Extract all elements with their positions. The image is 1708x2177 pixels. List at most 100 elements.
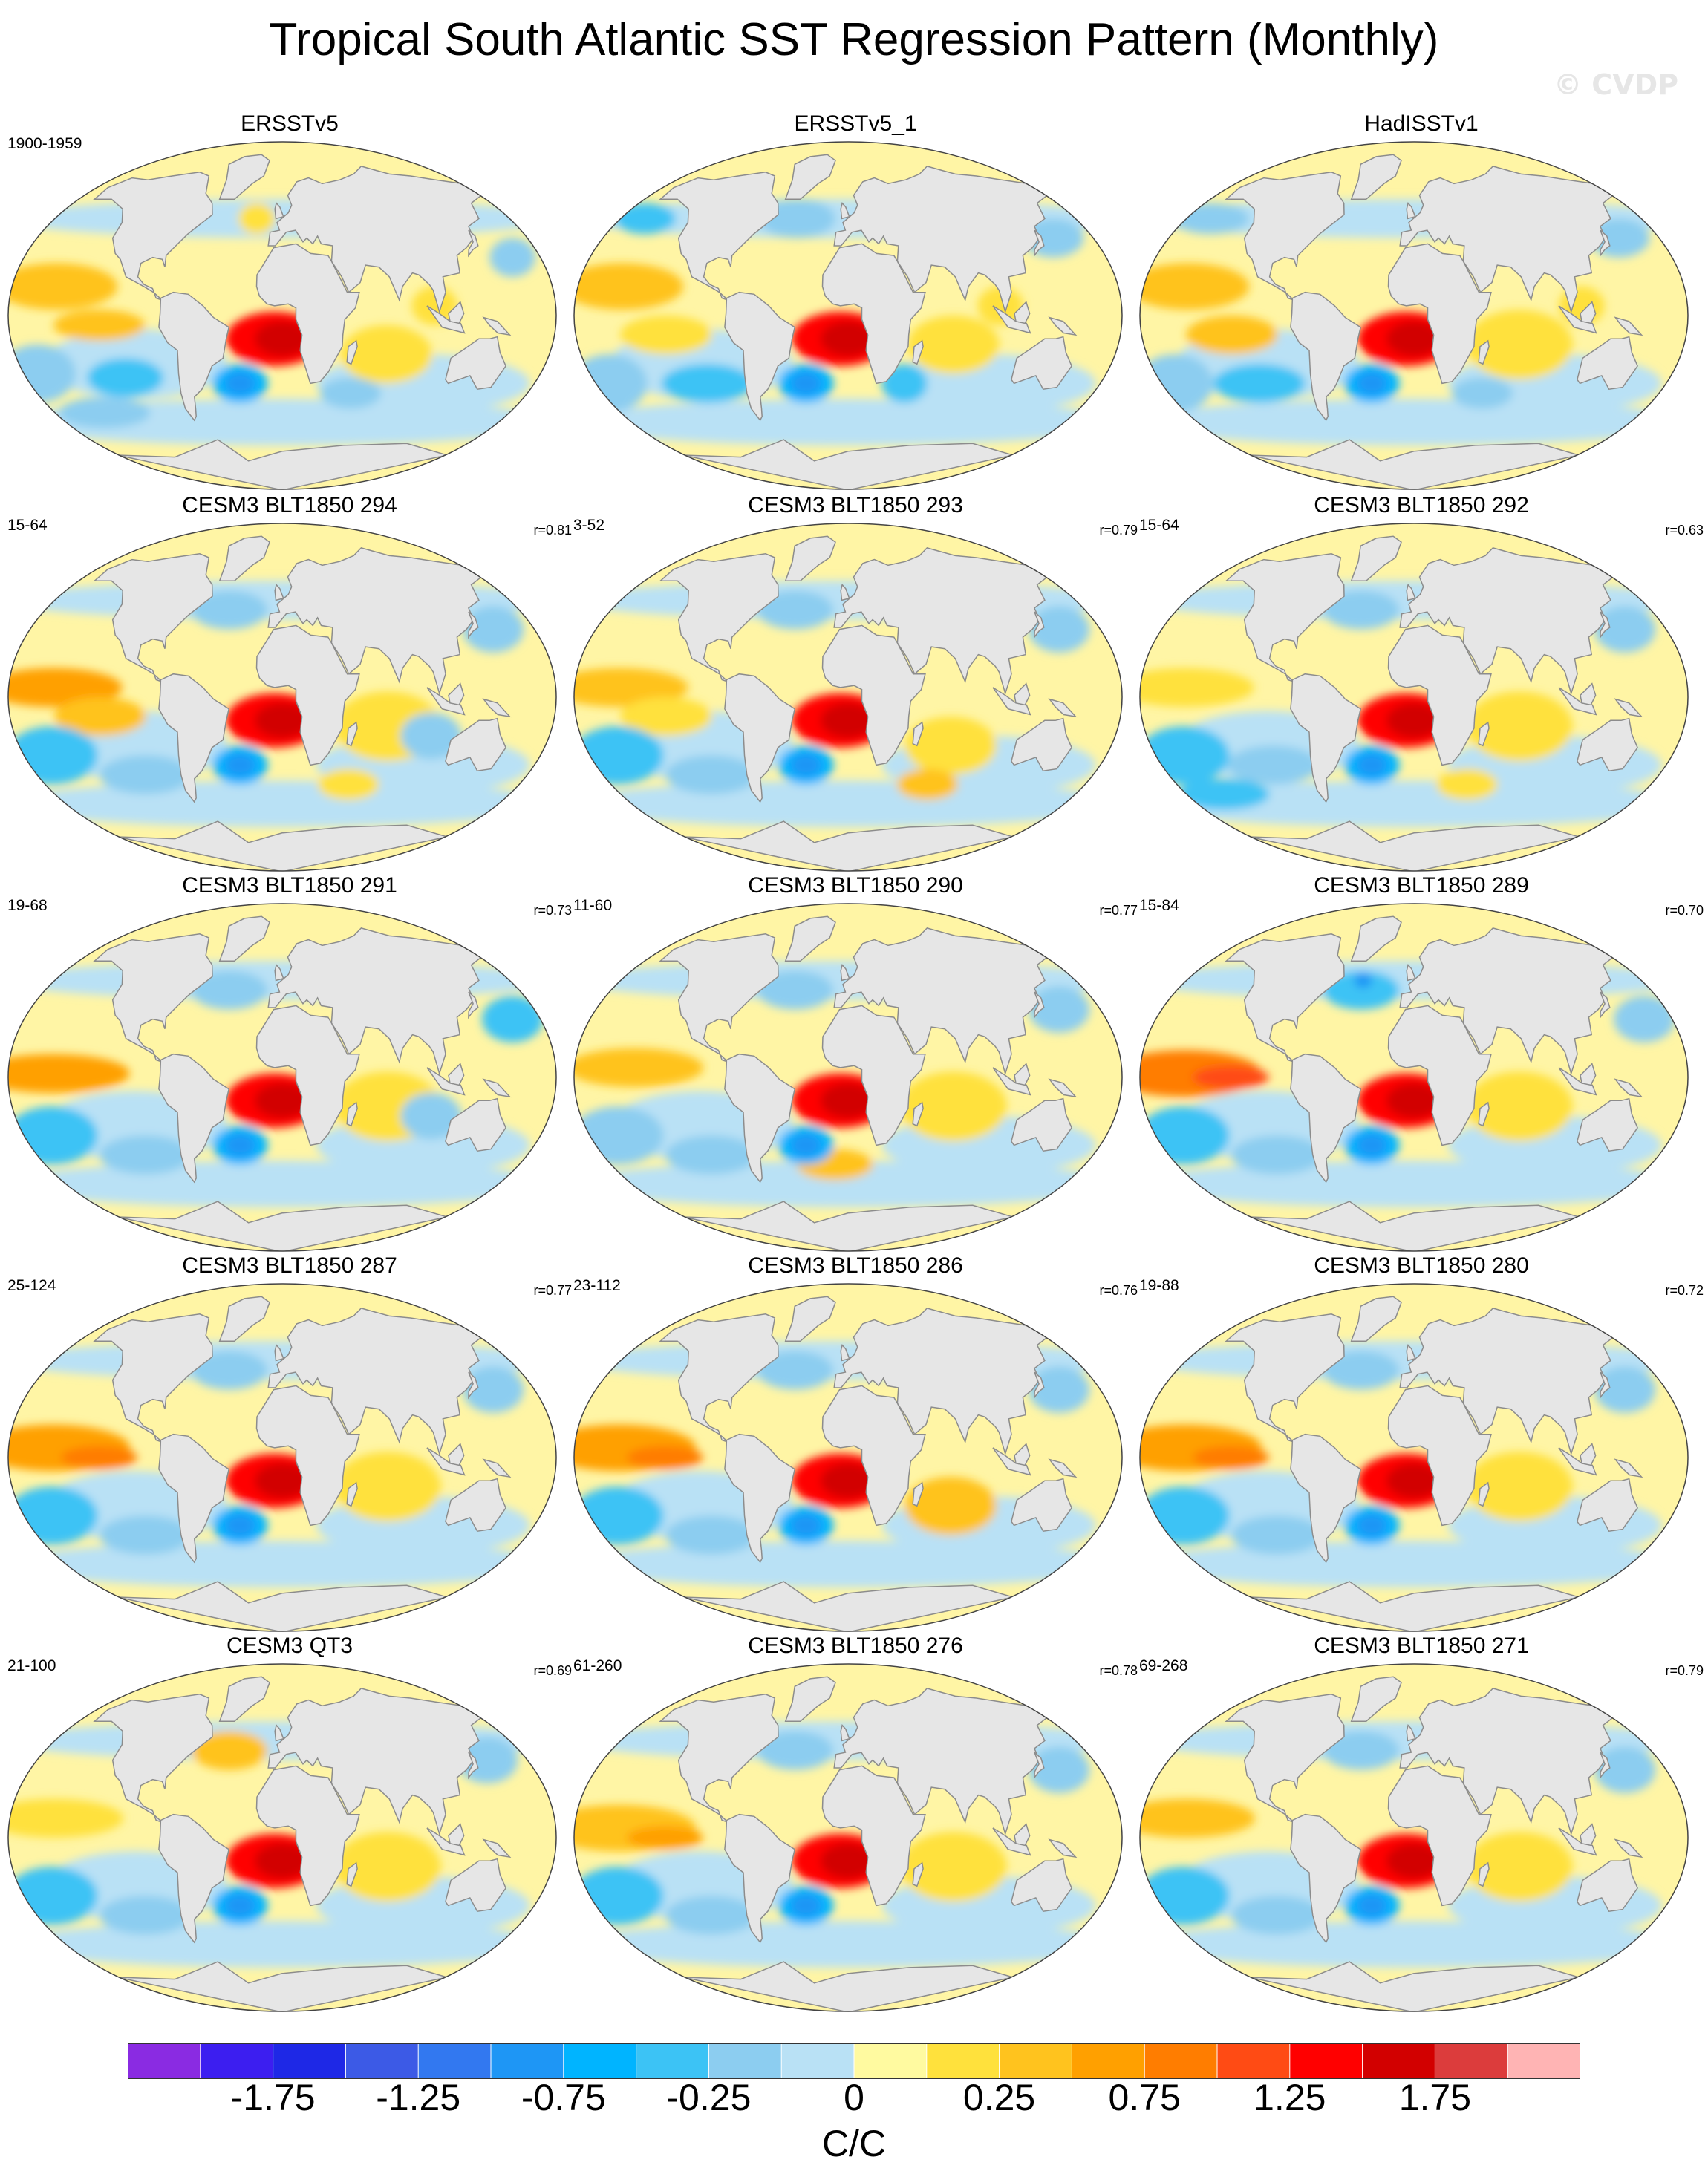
- land-australia: [1577, 1858, 1638, 1913]
- land-southAmerica: [1290, 1813, 1362, 1944]
- map-panel: CESM3 BLT1850 280 19-88 r=0.72: [1139, 1253, 1704, 1632]
- anomaly-blob: [238, 203, 276, 235]
- anomaly-blob: [1452, 377, 1513, 409]
- panel-years: 23-112: [573, 1277, 621, 1294]
- land-madagascar: [1478, 339, 1490, 365]
- anomaly-blob: [1231, 1135, 1323, 1175]
- anomaly-blob: [1323, 1731, 1400, 1770]
- map-svg: [1139, 1663, 1689, 2012]
- map-svg: [573, 1283, 1123, 1632]
- anomaly-blob: [100, 1896, 192, 1935]
- panel-title: HadISSTv1: [1364, 111, 1479, 136]
- land-borneo: [1014, 1443, 1031, 1466]
- panel-correlation: r=0.77: [533, 1283, 572, 1298]
- anomaly-blob: [1386, 1083, 1441, 1118]
- land-japan: [1600, 611, 1611, 639]
- map-border: [1139, 141, 1689, 490]
- anomaly-blob: [1227, 745, 1320, 785]
- anomaly-blob: [255, 1843, 310, 1879]
- map-panel: CESM3 QT3 21-100 r=0.69: [7, 1633, 572, 2012]
- land-indonesia: [1558, 1447, 1597, 1476]
- anomaly-blob: [8, 1486, 98, 1545]
- land-greenland: [1350, 915, 1402, 962]
- land-northAmerica: [1225, 1694, 1345, 1823]
- anomaly-blob: [574, 263, 684, 310]
- land-southAmerica: [158, 1813, 230, 1944]
- land-eurasia: [1399, 547, 1614, 696]
- land-madagascar: [1478, 1481, 1490, 1507]
- map-border: [7, 1283, 557, 1632]
- land-africa: [255, 1385, 360, 1527]
- land-southAmerica: [724, 1813, 796, 1944]
- land-indonesia: [992, 1067, 1031, 1096]
- panel-years: 21-100: [7, 1657, 56, 1674]
- land-japan: [468, 229, 479, 258]
- anomaly-blob: [790, 753, 821, 777]
- anomaly-blob: [463, 1366, 524, 1413]
- colorbar: [128, 2043, 1580, 2079]
- anomaly-blob: [904, 717, 997, 775]
- anomaly-blob: [100, 1135, 192, 1175]
- anomaly-blob: [100, 755, 192, 794]
- land-uk: [274, 1344, 284, 1362]
- land-uk: [840, 1344, 850, 1362]
- anomaly-blob: [1356, 753, 1387, 777]
- colorbar-segment: [708, 2043, 782, 2079]
- panel-correlation: r=0.76: [1099, 1283, 1138, 1298]
- watermark: © CVDP: [1554, 68, 1678, 101]
- panel-title: CESM3 BLT1850 294: [182, 493, 397, 518]
- panel-title: CESM3 BLT1850 271: [1314, 1633, 1529, 1658]
- map-panel: CESM3 BLT1850 271 69-268 r=0.79: [1139, 1633, 1704, 2012]
- map-border: [7, 523, 557, 872]
- map-panel: ERSSTv5_1: [573, 111, 1138, 490]
- land-africa: [821, 1385, 926, 1527]
- land-borneo: [1580, 682, 1597, 706]
- panel-correlation: r=0.73: [533, 903, 572, 918]
- anomaly-blob: [1356, 371, 1387, 396]
- anomaly-blob: [1323, 590, 1400, 630]
- anomaly-blob: [665, 755, 757, 794]
- land-southAmerica: [158, 291, 230, 422]
- anomaly-blob: [661, 364, 754, 403]
- anomaly-blob: [482, 996, 544, 1042]
- land-newGuinea: [1614, 316, 1643, 336]
- land-africa: [1387, 1765, 1492, 1907]
- anomaly-blob: [620, 316, 712, 355]
- land-southAmerica: [158, 1433, 230, 1564]
- land-australia: [1011, 1478, 1072, 1533]
- land-madagascar: [912, 1101, 924, 1127]
- land-madagascar: [346, 1101, 358, 1127]
- land-northAmerica: [93, 172, 213, 301]
- anomaly-blob: [1594, 1366, 1656, 1413]
- land-uk: [274, 584, 284, 601]
- anomaly-blob: [489, 238, 535, 277]
- land-southAmerica: [724, 673, 796, 803]
- land-indonesia: [426, 1447, 466, 1476]
- land-eurasia: [1399, 1308, 1614, 1456]
- anomaly-blob: [1466, 1832, 1573, 1902]
- colorbar-segment: [200, 2043, 274, 2079]
- anomaly-blob: [821, 1083, 876, 1118]
- anomaly-blob: [900, 1071, 1007, 1142]
- land-eurasia: [267, 927, 483, 1076]
- anomaly-blob: [1386, 1463, 1441, 1498]
- anomaly-blob: [821, 702, 876, 738]
- anomaly-blob: [757, 1731, 834, 1770]
- anomaly-blob: [1323, 970, 1400, 1010]
- anomaly-blob: [574, 668, 688, 707]
- land-newGuinea: [1048, 698, 1078, 718]
- colorbar-segment: [273, 2043, 346, 2079]
- land-newGuinea: [482, 698, 512, 718]
- anomaly-blob: [224, 1893, 255, 1918]
- land-greenland: [1350, 535, 1402, 582]
- colorbar-tick-label: -0.25: [666, 2077, 752, 2118]
- panel-title: CESM3 BLT1850 292: [1314, 493, 1529, 518]
- anomaly-blob: [191, 1731, 268, 1770]
- map-border: [573, 141, 1123, 490]
- land-newGuinea: [1614, 698, 1643, 718]
- anomaly-blob: [8, 1867, 98, 1925]
- land-africa: [1387, 1005, 1492, 1146]
- land-africa: [255, 1005, 360, 1146]
- anomaly-blob: [1140, 1798, 1256, 1838]
- anomaly-blob: [463, 606, 524, 653]
